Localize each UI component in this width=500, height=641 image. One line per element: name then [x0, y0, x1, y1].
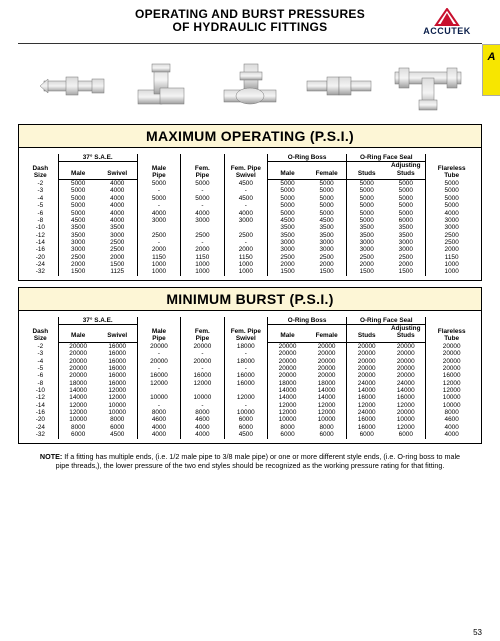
table-row: -202500200011501150115025002500250025001…: [23, 254, 477, 261]
table-row: -620000160001600016000160002000020000200…: [23, 372, 477, 379]
fitting-image-1: [37, 58, 107, 114]
logo-icon: [434, 8, 460, 26]
table-row: -32000016000---2000020000200002000020000: [23, 350, 477, 357]
table-body-operating: -250004000500050004500500050005000500050…: [23, 180, 477, 276]
table-row: -650004000400040004000500050005000500040…: [23, 210, 477, 217]
section-title-burst: MINIMUM BURST (P.S.I.): [18, 287, 482, 311]
table-row: -321500112510001000100015001500150015001…: [23, 268, 477, 275]
table-burst: DashSize37° S.A.E.MalePipeFem.PipeFem. P…: [23, 317, 477, 439]
fitting-image-2: [126, 58, 196, 114]
brand-name: ACCUTEK: [412, 26, 482, 36]
table-row: -1014000120001400014000140001400012000: [23, 387, 477, 394]
table-row: -326000450040004000450060006000600060004…: [23, 431, 477, 438]
table-row: -123500300025002500250035003500350035002…: [23, 232, 477, 239]
note-text: If a fitting has multiple ends, (i.e. 1/…: [56, 452, 460, 470]
note-prefix: NOTE:: [40, 452, 62, 461]
table-row: -350004000---50005000500050005000: [23, 187, 477, 194]
table-head: DashSize37° S.A.E.MalePipeFem.PipeFem. P…: [23, 317, 477, 343]
section-tab: A: [482, 44, 500, 96]
table-body-burst: -220000160002000020000180002000020000200…: [23, 342, 477, 438]
fitting-images-row: [18, 50, 482, 118]
table-row: -161200010000800080001000012000120002400…: [23, 409, 477, 416]
table-row: -121400012000100001000012000140001400016…: [23, 394, 477, 401]
page-title: OPERATING AND BURST PRESSURES OF HYDRAUL…: [135, 8, 365, 34]
table-row: -242000150010001000100020002000200020001…: [23, 261, 477, 268]
fitting-image-4: [304, 58, 374, 114]
table-row: -52000016000---2000020000200002000020000: [23, 365, 477, 372]
table-row: -248000600040004000600080008000160001200…: [23, 424, 477, 431]
fitting-image-5: [393, 58, 463, 114]
table-row: -550004000---50005000500050005000: [23, 202, 477, 209]
table-head: DashSize37° S.A.E.MalePipeFem.PipeFem. P…: [23, 154, 477, 180]
table-row: -220000160002000020000180002000020000200…: [23, 342, 477, 350]
fitting-image-3: [215, 58, 285, 114]
page-number: 53: [473, 628, 482, 637]
table-row: -201000080004600460060001000010000160001…: [23, 416, 477, 423]
table-row: -818000160001200012000160001800018000240…: [23, 380, 477, 387]
section-title-operating: MAXIMUM OPERATING (P.S.I.): [18, 124, 482, 148]
footnote: NOTE: If a fitting has multiple ends, (i…: [18, 452, 482, 470]
table-row: -103500350035003500350035003000: [23, 224, 477, 231]
brand-logo: ACCUTEK: [412, 8, 482, 36]
table-row: -845004000300030003000450045005000600030…: [23, 217, 477, 224]
table-row: -450004000500050004500500050005000500050…: [23, 195, 477, 202]
table-operating: DashSize37° S.A.E.MalePipeFem.PipeFem. P…: [23, 154, 477, 276]
table-burst-wrap: DashSize37° S.A.E.MalePipeFem.PipeFem. P…: [18, 311, 482, 444]
table-row: -420000160002000020000180002000020000200…: [23, 358, 477, 365]
table-row: -250004000500050004500500050005000500050…: [23, 180, 477, 188]
table-operating-wrap: DashSize37° S.A.E.MalePipeFem.PipeFem. P…: [18, 148, 482, 281]
table-row: -163000250020002000200030003000300030002…: [23, 246, 477, 253]
table-row: -141200010000---120001200012000120001000…: [23, 402, 477, 409]
page-header: OPERATING AND BURST PRESSURES OF HYDRAUL…: [18, 8, 482, 44]
title-line-2: OF HYDRAULIC FITTINGS: [135, 21, 365, 34]
table-row: -1430002500---30003000300030002500: [23, 239, 477, 246]
section-tab-label: A: [488, 51, 496, 63]
